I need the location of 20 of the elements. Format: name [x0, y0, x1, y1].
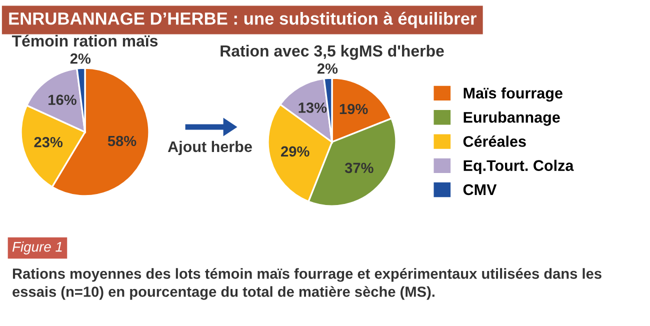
data-label: 2% — [317, 63, 338, 74]
caption: Figure 1 — [12, 242, 62, 254]
legend-label: Maïs fourrage — [464, 87, 562, 102]
legend-label: Céréales — [463, 136, 526, 147]
text: Rations moyennes des lots témoin maïs fourrage et expérimentaux utilisées dans les essais (n=10) en pourcentage du total de matière sèche (MS). — [12, 268, 602, 300]
data-label: 58% — [108, 136, 136, 146]
legend-label: Eurubannage — [464, 112, 560, 126]
data-label: 29% — [281, 146, 310, 157]
text: ENRUBANNAGE D’HERBE : une substitution à équilibrer — [9, 12, 477, 28]
data-label: 19% — [340, 104, 368, 114]
text: Ajout herbe — [168, 140, 252, 156]
data-label: 2% — [70, 53, 91, 64]
legend-label: Eq.Tourt. Colza — [464, 160, 574, 174]
data-label: 16% — [48, 94, 76, 105]
data-label: 37% — [344, 162, 374, 174]
legend-label: CMV — [463, 184, 497, 196]
data-label: 13% — [298, 102, 327, 113]
slice-label: Témoin ration maïs — [12, 34, 158, 47]
slice-label: Ration avec 3,5 kgMS d'herbe — [220, 44, 444, 60]
data-label: 23% — [34, 136, 63, 148]
